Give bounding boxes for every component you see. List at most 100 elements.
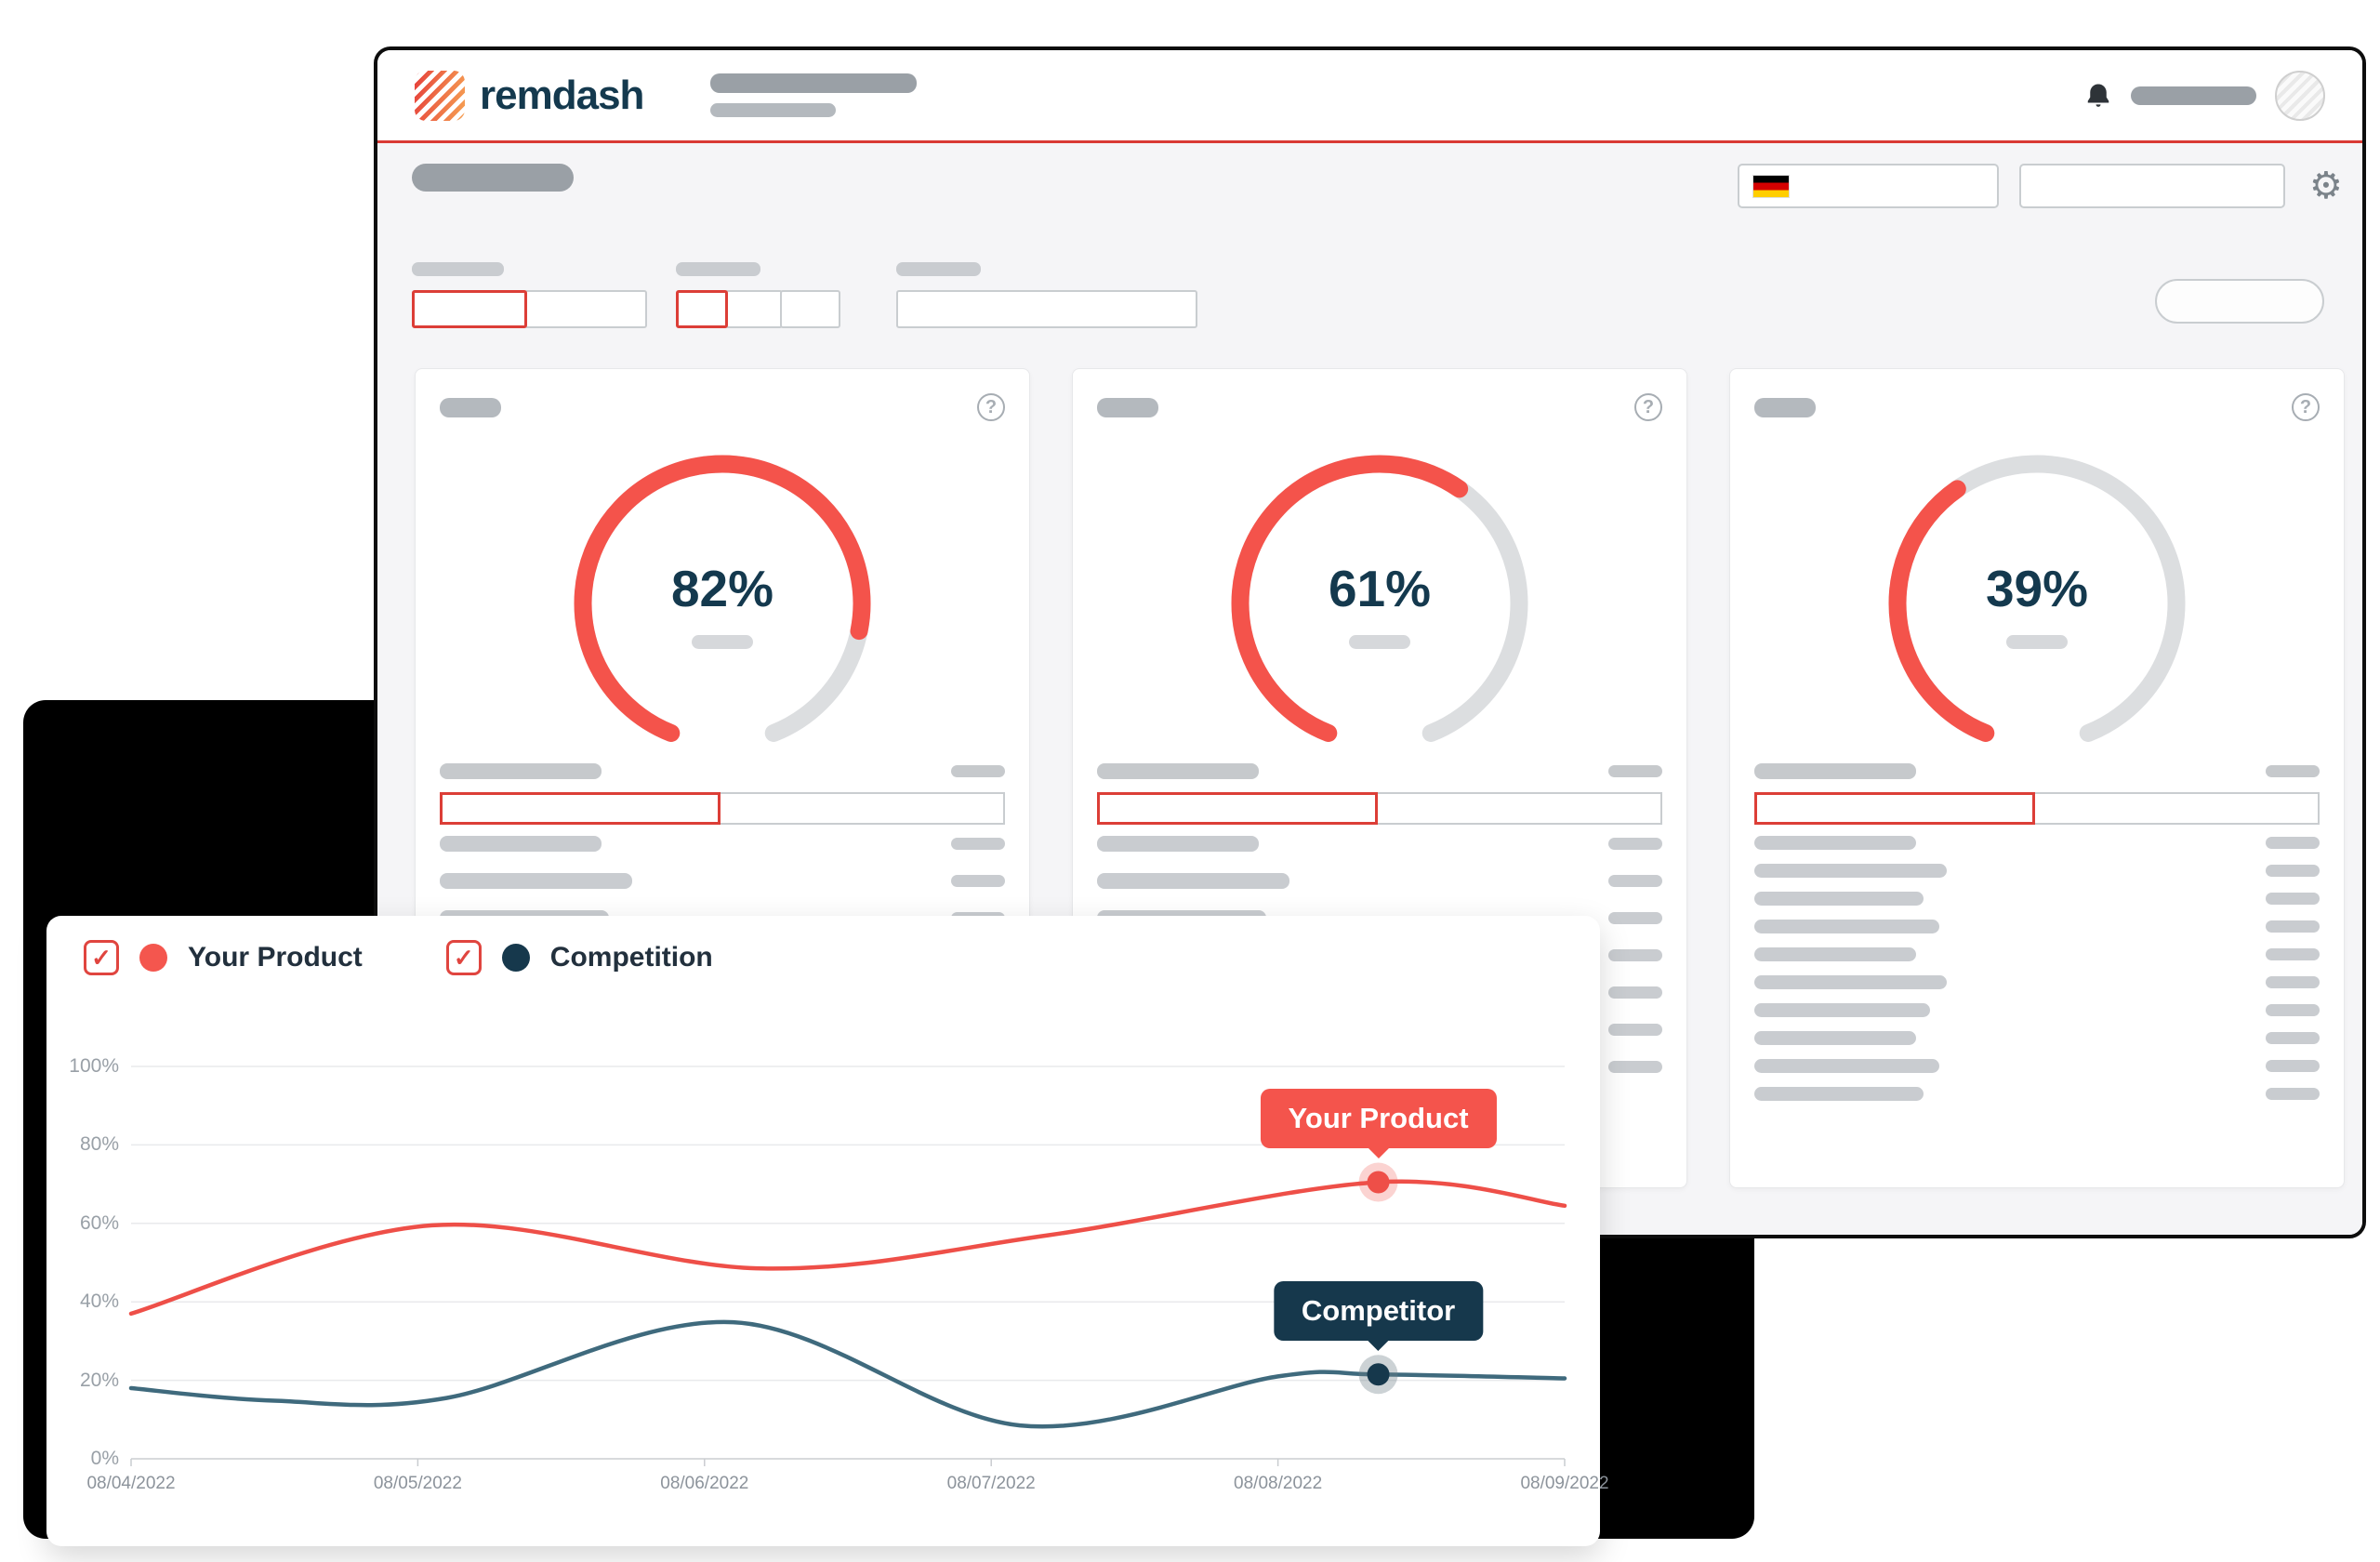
progress-fill — [1097, 792, 1378, 825]
stat-row — [1097, 763, 1662, 779]
date-input[interactable] — [524, 290, 647, 328]
gear-icon[interactable]: ⚙ — [2309, 165, 2343, 206]
checkbox-competition[interactable]: ✓ — [445, 940, 482, 975]
segment-input[interactable] — [780, 290, 840, 328]
help-icon[interactable]: ? — [977, 393, 1005, 421]
bell-icon[interactable] — [2084, 81, 2112, 111]
row-line-placeholder — [1754, 1087, 1924, 1101]
legend-label: Competition — [549, 942, 713, 973]
row-line-placeholder — [1754, 920, 1939, 933]
row-pill-placeholder — [2266, 865, 2320, 877]
row-line-placeholder — [1754, 1003, 1930, 1017]
header-right — [2084, 70, 2325, 121]
row-line-placeholder — [1754, 947, 1916, 961]
filter-label-placeholder — [412, 262, 504, 276]
row-pill-placeholder — [2266, 976, 2320, 988]
legend-item-your-product: ✓ Your Product — [84, 940, 363, 975]
gauge-chart: 82% — [564, 445, 880, 761]
progress-fill — [1754, 792, 2035, 825]
x-axis-label: 08/09/2022 — [1520, 1474, 1609, 1493]
date-input-highlight[interactable] — [412, 290, 527, 328]
list-item — [1754, 1087, 2320, 1101]
x-axis-label: 08/05/2022 — [373, 1474, 462, 1493]
y-axis-label: 40% — [79, 1291, 119, 1313]
germany-flag-icon — [1752, 174, 1790, 198]
list-item — [1754, 1059, 2320, 1073]
line-chart — [128, 1066, 1567, 1466]
user-name-placeholder — [2131, 86, 2256, 105]
list-item — [1097, 873, 1662, 889]
gauge-subtitle-placeholder — [2006, 634, 2068, 649]
brand-logo: remdash — [415, 70, 644, 121]
segment-input-highlight[interactable] — [676, 290, 728, 328]
secondary-select[interactable] — [2019, 164, 2285, 208]
row-line-placeholder — [1754, 892, 1924, 906]
list-item — [440, 836, 1005, 852]
progress-bar — [1097, 792, 1662, 825]
row-line-placeholder — [440, 836, 602, 852]
gauge-chart: 61% — [1222, 445, 1538, 761]
progress-bar — [1754, 792, 2320, 825]
chart-tooltip: Your Product — [1260, 1089, 1497, 1149]
list-item — [1754, 920, 2320, 933]
filter-label-placeholder — [896, 262, 981, 276]
card-title-placeholder — [1754, 397, 1816, 417]
gauge-percent: 82% — [670, 559, 774, 617]
row-line-placeholder — [1754, 975, 1947, 989]
row-pill-placeholder — [1608, 912, 1662, 924]
stat-bar-placeholder — [1754, 763, 1916, 779]
list-item — [1754, 975, 2320, 989]
checkbox-your-product[interactable]: ✓ — [84, 940, 119, 975]
help-icon[interactable]: ? — [2292, 393, 2320, 421]
row-line-placeholder — [1754, 1031, 1916, 1045]
stat-bar-placeholder — [1097, 763, 1259, 779]
row-pill-placeholder — [2266, 948, 2320, 960]
row-pill-placeholder — [2266, 1088, 2320, 1100]
help-icon[interactable]: ? — [1634, 393, 1662, 421]
segment-input[interactable] — [725, 290, 783, 328]
row-pill-placeholder — [1608, 986, 1662, 999]
language-select[interactable] — [1738, 164, 1999, 208]
brand-name: remdash — [480, 72, 644, 118]
row-pill-placeholder — [1608, 1024, 1662, 1036]
row-line-placeholder — [1754, 1059, 1939, 1073]
avatar[interactable] — [2275, 70, 2325, 121]
row-pill-placeholder — [2266, 837, 2320, 849]
gauge-percent: 39% — [1985, 559, 2089, 617]
legend-item-competition: ✓ Competition — [445, 940, 713, 975]
y-axis-label: 60% — [79, 1211, 119, 1234]
row-pill-placeholder — [2266, 1004, 2320, 1016]
metric-card: ? 39% — [1729, 368, 2345, 1188]
gauge-chart: 39% — [1879, 445, 2195, 761]
x-axis-label: 08/08/2022 — [1234, 1474, 1323, 1493]
x-axis-label: 08/04/2022 — [86, 1474, 176, 1493]
gauge-percent: 61% — [1328, 559, 1432, 617]
row-line-placeholder — [1754, 864, 1947, 878]
row-pill-placeholder — [2266, 1032, 2320, 1044]
y-axis-label: 0% — [90, 1448, 119, 1469]
progress-fill — [440, 792, 721, 825]
card-title-placeholder — [440, 397, 501, 417]
brand-logo-icon — [415, 70, 465, 121]
progress-bar — [440, 792, 1005, 825]
row-pill-placeholder — [1608, 875, 1662, 887]
row-pill-placeholder — [2266, 893, 2320, 905]
y-axis-label: 80% — [79, 1133, 119, 1156]
row-pill-placeholder — [2266, 1060, 2320, 1072]
search-input[interactable] — [896, 290, 1197, 328]
legend-dot — [501, 944, 530, 972]
x-axis-label: 08/07/2022 — [946, 1474, 1036, 1493]
stat-pill-placeholder — [951, 765, 1005, 777]
row-pill-placeholder — [1608, 1061, 1662, 1073]
apply-button[interactable] — [2155, 279, 2324, 324]
list-item — [1754, 864, 2320, 878]
page-title-placeholder — [412, 164, 574, 192]
header-placeholder-bars — [710, 73, 918, 117]
row-line-placeholder — [440, 873, 632, 889]
header-divider — [377, 140, 2362, 143]
gauge-subtitle-placeholder — [692, 634, 753, 649]
chart-legend: ✓ Your Product ✓ Competition — [84, 940, 713, 975]
legend-dot — [139, 944, 167, 972]
list-item — [1754, 892, 2320, 906]
comparison-chart-panel: ✓ Your Product ✓ Competition 0% 20% 40% 60%… — [46, 916, 1609, 1546]
